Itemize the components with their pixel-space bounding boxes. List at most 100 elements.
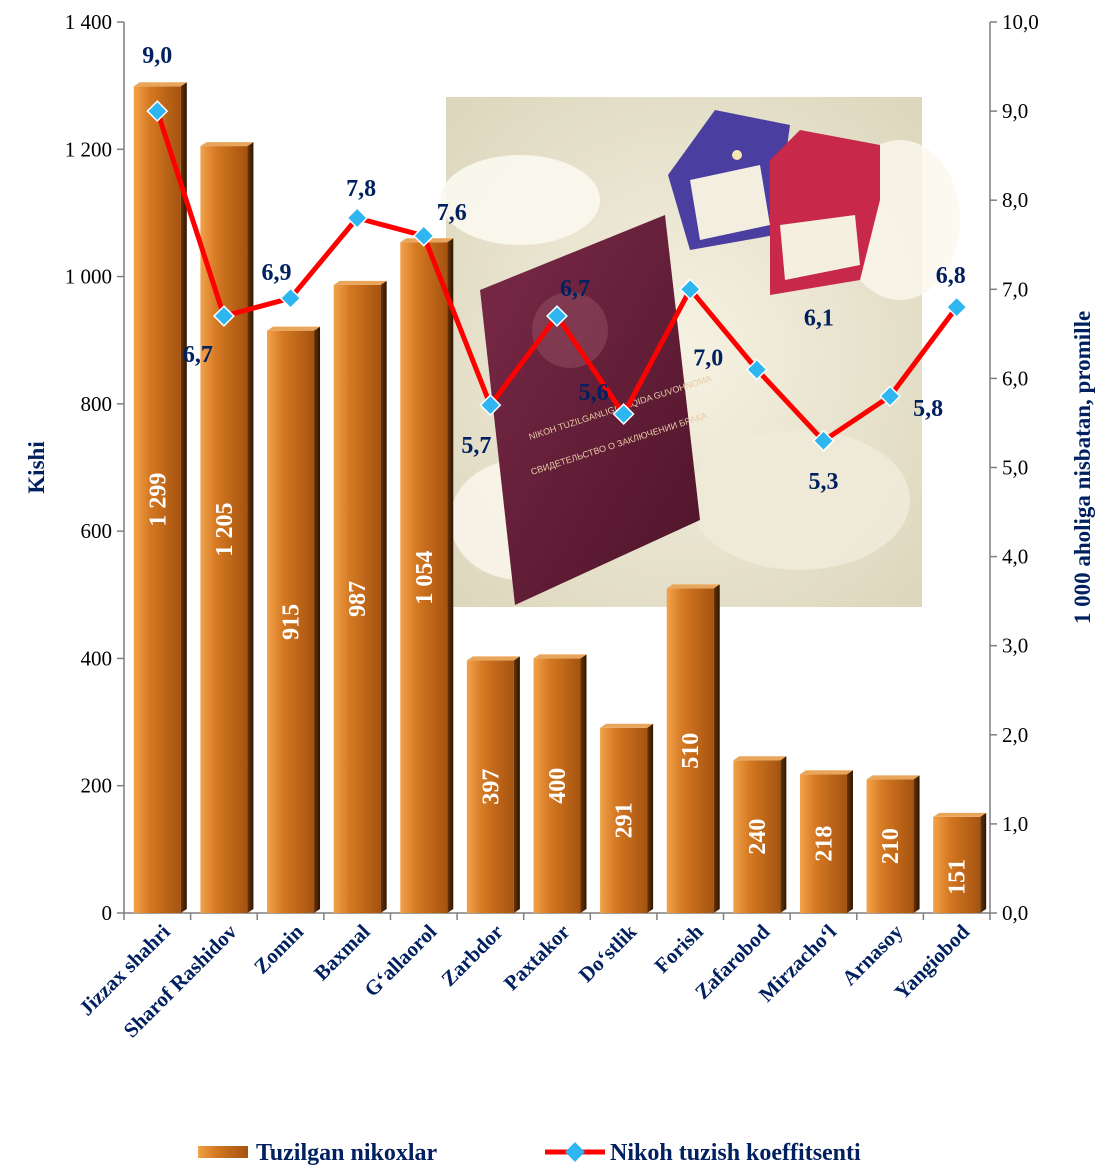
bar-top <box>200 142 254 147</box>
legend-bar-label: Tuzilgan nikoxlar <box>256 1140 438 1166</box>
ring-box-blue-icon <box>668 110 790 250</box>
line-value-label: 6,1 <box>804 305 834 331</box>
coefficient-marker <box>879 385 902 408</box>
coefficient-marker <box>412 224 435 247</box>
bar-top <box>733 756 787 761</box>
coefficient-marker <box>679 278 702 301</box>
bar <box>666 588 714 913</box>
bar-side <box>380 280 387 914</box>
line-value-label: 6,9 <box>262 260 292 286</box>
bar-top <box>267 326 321 331</box>
right-tick-label: 6,0 <box>1002 366 1028 390</box>
line-value-label: 5,3 <box>808 469 838 495</box>
right-tick-label: 4,0 <box>1002 545 1028 569</box>
bar-value-label: 1 299 <box>145 473 171 527</box>
bar <box>866 779 914 913</box>
category-label: Baxmal <box>309 919 375 985</box>
line-value-label: 6,8 <box>936 263 966 289</box>
bar-side <box>513 656 520 913</box>
ring-box-red-icon <box>770 130 880 295</box>
left-tick-label: 400 <box>81 646 113 670</box>
line-value-label: 5,6 <box>579 380 609 406</box>
right-tick-label: 10,0 <box>1002 10 1039 34</box>
right-tick-label: 7,0 <box>1002 277 1028 301</box>
bar-value-label: 915 <box>279 604 305 640</box>
y-axis-title: Kishi <box>24 441 49 494</box>
bar-side <box>180 82 187 913</box>
bar-value-label: 240 <box>745 819 771 855</box>
line-series <box>146 100 968 452</box>
bar-side <box>980 812 987 913</box>
bar-top <box>799 770 853 775</box>
category-label: Zomin <box>249 919 308 978</box>
coefficient-marker <box>612 403 635 426</box>
coefficient-marker <box>146 100 169 123</box>
category-label: Forish <box>650 919 708 977</box>
bar-side <box>447 238 454 913</box>
bar-side <box>913 775 920 913</box>
category-label: Do‘stlik <box>574 919 642 987</box>
coefficient-marker <box>745 358 768 381</box>
category-label: Sharof Rashidov <box>119 919 242 1042</box>
bar-top <box>333 280 387 285</box>
bar-value-label: 210 <box>878 828 904 864</box>
left-tick-label: 800 <box>81 392 113 416</box>
line-value-label: 7,0 <box>693 345 723 371</box>
bar-side <box>247 142 254 913</box>
left-tick-label: 200 <box>81 774 113 798</box>
bar-side <box>846 770 853 913</box>
coefficient-marker <box>945 296 968 319</box>
bar-side <box>647 723 654 913</box>
bar-value-label: 397 <box>478 769 504 805</box>
bar <box>267 330 315 913</box>
bar-value-label: 218 <box>811 826 837 862</box>
right-tick-label: 0,0 <box>1002 901 1028 925</box>
bar-value-label: 151 <box>945 859 971 895</box>
bar-side <box>713 584 720 913</box>
bar <box>133 86 181 913</box>
left-tick-label: 600 <box>81 519 113 543</box>
bar-side <box>314 326 321 913</box>
coefficient-marker <box>812 429 835 452</box>
bar-top <box>533 654 587 659</box>
bar-value-label: 291 <box>612 802 638 838</box>
data-labels: 1 299 1 205 915 987 1 054 397 400 291 510 240 218 2… <box>142 43 970 895</box>
bar-top <box>933 812 987 817</box>
right-tick-label: 8,0 <box>1002 188 1028 212</box>
bar-value-label: 987 <box>345 581 371 617</box>
line-value-label: 5,7 <box>461 433 491 459</box>
left-tick-label: 1 200 <box>65 137 112 161</box>
line-value-label: 7,6 <box>437 200 467 226</box>
bar-top <box>866 775 920 780</box>
line-value-label: 5,8 <box>913 396 943 422</box>
passport-icon: NIKOH TUZILGANLIGI HAQIDA GUVOHNOMA СВИД… <box>480 215 713 605</box>
wedding-photo: NIKOH TUZILGANLIGI HAQIDA GUVOHNOMA СВИД… <box>440 97 960 607</box>
bar-top <box>600 723 654 728</box>
coefficient-marker <box>479 394 502 417</box>
line-value-label: 7,8 <box>346 176 376 202</box>
legend-line-label: Nikoh tuzish koeffitsenti <box>610 1140 861 1166</box>
bar <box>400 242 448 913</box>
left-tick-label: 1 400 <box>65 10 112 34</box>
line-value-label: 6,7 <box>560 276 590 302</box>
coefficient-marker <box>546 305 568 327</box>
legend-line-marker <box>565 1142 585 1162</box>
bar-side <box>780 756 787 913</box>
legend-bar-swatch <box>198 1146 248 1158</box>
bar <box>466 660 514 913</box>
bar-value-label: 400 <box>545 768 571 804</box>
right-tick-label: 3,0 <box>1002 634 1028 658</box>
y2-axis-title: 1 000 aholiga nisbatan, promille <box>1070 311 1095 624</box>
coefficient-marker <box>346 207 369 229</box>
line-value-label: 6,7 <box>183 342 213 368</box>
right-tick-label: 1,0 <box>1002 812 1028 836</box>
bar <box>733 760 781 913</box>
bar-value-label: 1 205 <box>212 503 238 557</box>
coefficient-marker <box>212 305 235 327</box>
right-tick-label: 2,0 <box>1002 723 1028 747</box>
bar-top <box>466 656 520 661</box>
bar <box>799 774 847 913</box>
category-label: Paxtakor <box>499 920 575 996</box>
bar <box>600 727 648 913</box>
bar-value-label: 1 054 <box>412 551 438 605</box>
